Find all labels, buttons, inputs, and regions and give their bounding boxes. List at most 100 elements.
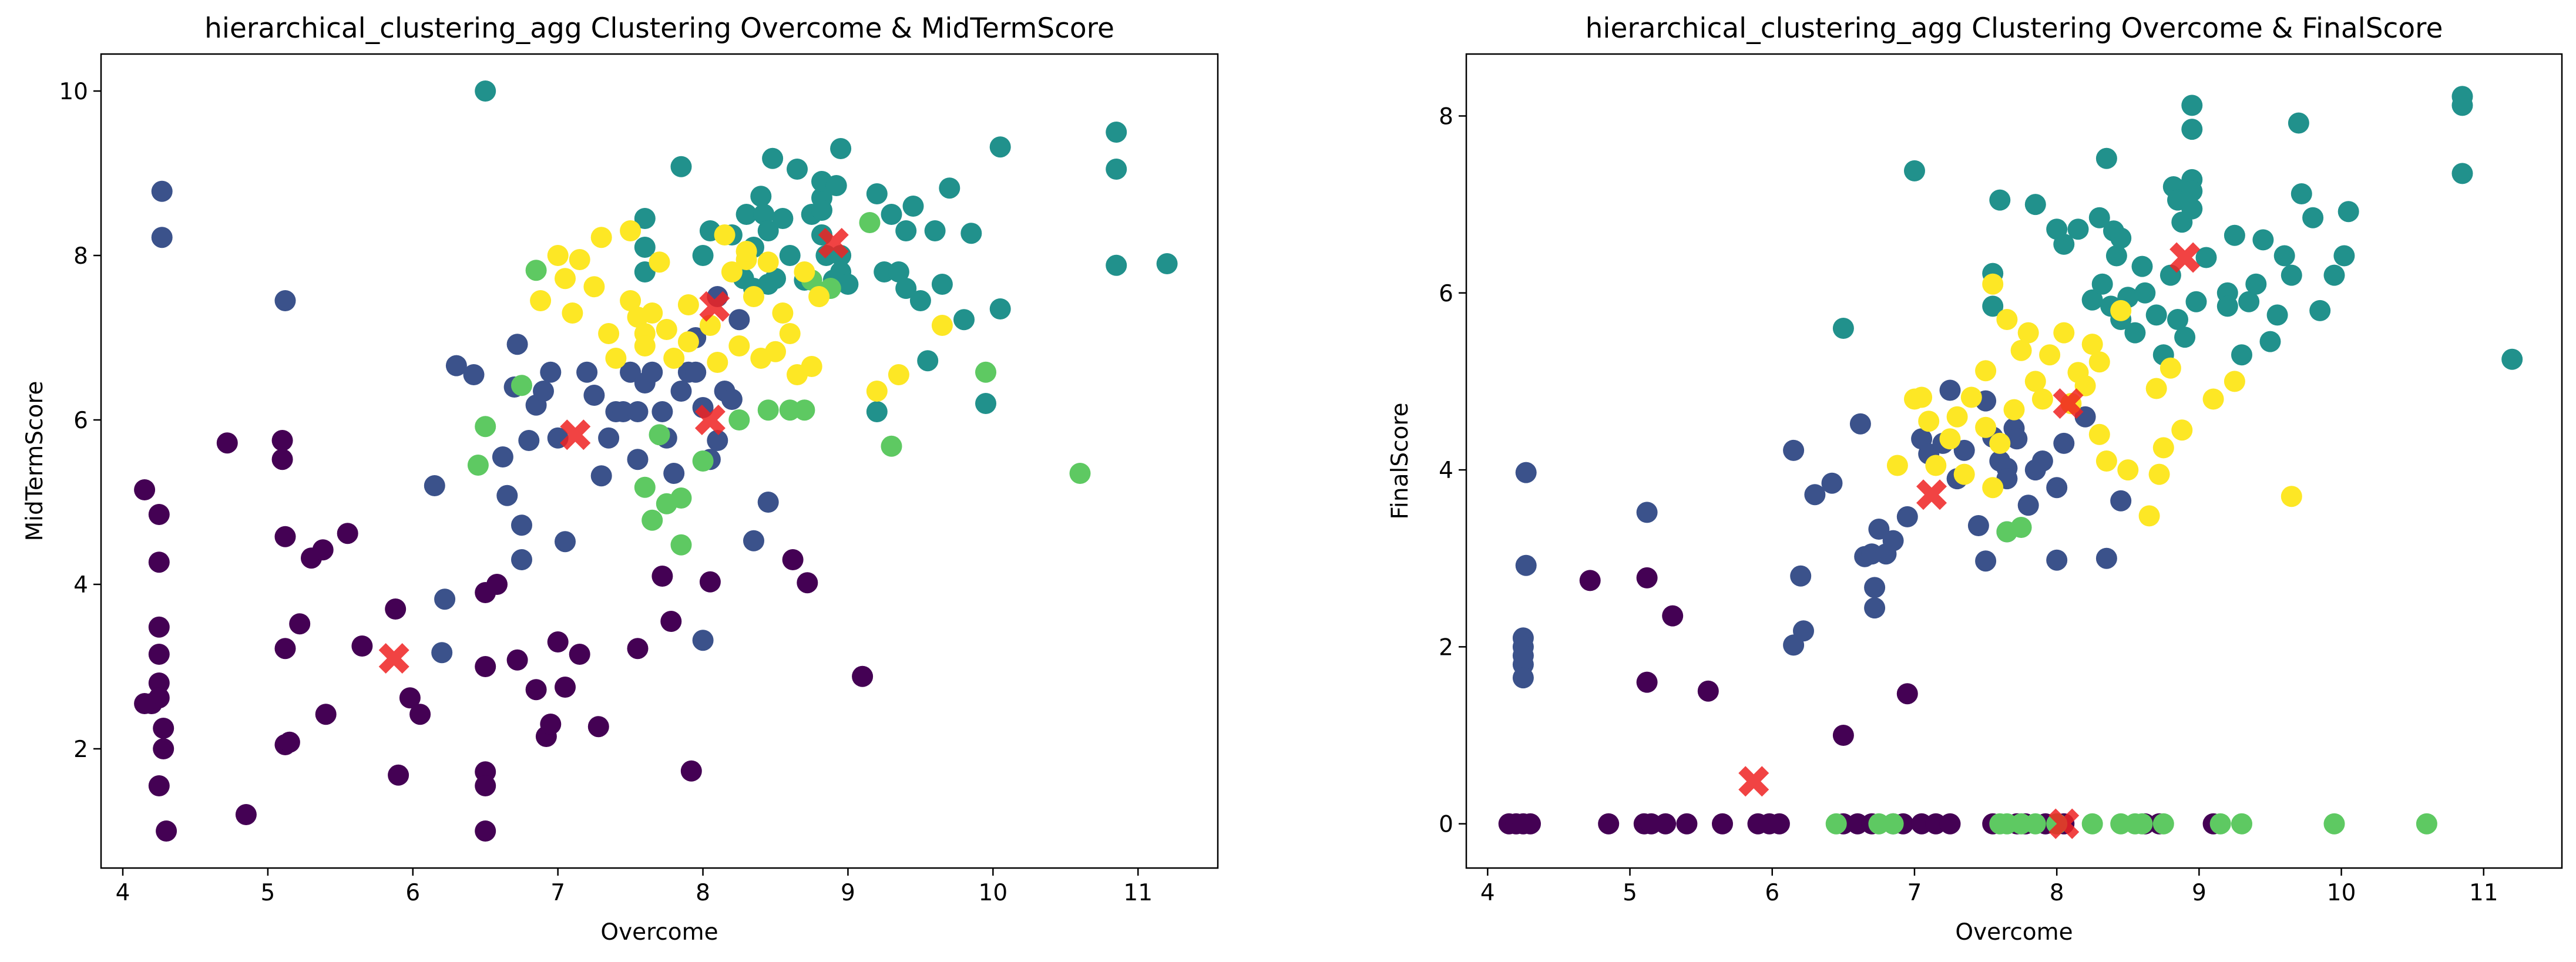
data-point-cluster-1 xyxy=(2095,547,2117,569)
data-point-cluster-4 xyxy=(707,352,728,373)
data-point-cluster-2 xyxy=(787,159,808,180)
data-point-cluster-2 xyxy=(772,208,794,229)
data-point-cluster-0 xyxy=(852,665,874,687)
data-point-cluster-2 xyxy=(2134,282,2156,304)
data-point-cluster-0 xyxy=(235,804,257,825)
data-point-cluster-3 xyxy=(1882,813,1904,835)
centroid-markers xyxy=(378,228,849,674)
data-point-cluster-4 xyxy=(808,286,830,307)
data-point-cluster-2 xyxy=(1106,122,1127,143)
data-point-cluster-1 xyxy=(642,361,663,383)
data-point-cluster-2 xyxy=(2053,233,2075,255)
data-point-cluster-4 xyxy=(620,290,642,311)
data-point-cluster-1 xyxy=(1783,439,1805,461)
data-point-cluster-2 xyxy=(2174,327,2196,348)
data-point-cluster-1 xyxy=(590,465,612,487)
y-tick-label: 4 xyxy=(1439,458,1453,484)
data-point-cluster-2 xyxy=(2131,255,2153,277)
data-point-cluster-2 xyxy=(917,350,939,372)
data-point-cluster-1 xyxy=(1882,530,1904,551)
data-point-cluster-2 xyxy=(881,204,902,225)
data-point-cluster-0 xyxy=(782,549,804,570)
data-point-cluster-4 xyxy=(728,335,750,356)
data-point-cluster-2 xyxy=(2337,201,2359,223)
data-point-cluster-4 xyxy=(2159,357,2181,379)
data-point-cluster-0 xyxy=(475,775,496,796)
data-point-cluster-2 xyxy=(1982,295,2004,317)
data-point-cluster-1 xyxy=(274,290,296,311)
data-point-cluster-1 xyxy=(2046,477,2068,499)
data-point-cluster-4 xyxy=(2145,378,2167,399)
data-point-cluster-4 xyxy=(1989,432,2011,454)
data-point-cluster-2 xyxy=(2238,291,2260,312)
data-point-cluster-4 xyxy=(2031,388,2053,410)
x-tick-label: 8 xyxy=(696,880,710,906)
data-point-cluster-2 xyxy=(2067,218,2089,240)
data-point-cluster-2 xyxy=(475,80,496,102)
data-point-cluster-4 xyxy=(547,245,569,266)
data-point-cluster-0 xyxy=(1768,813,1790,835)
data-point-cluster-0 xyxy=(271,430,293,451)
data-point-cluster-1 xyxy=(612,401,634,422)
data-point-cluster-2 xyxy=(2088,207,2110,228)
data-point-cluster-2 xyxy=(874,261,895,282)
centroid-marker xyxy=(2053,388,2084,419)
data-point-cluster-4 xyxy=(2088,423,2110,445)
y-tick-label: 6 xyxy=(73,408,88,434)
data-point-cluster-4 xyxy=(2003,399,2025,421)
data-point-cluster-0 xyxy=(148,616,170,638)
data-point-cluster-3 xyxy=(2081,813,2103,835)
y-tick-label: 8 xyxy=(73,243,88,270)
data-point-cluster-0 xyxy=(797,572,818,594)
data-point-cluster-2 xyxy=(2259,331,2281,352)
data-point-cluster-1 xyxy=(1967,515,1989,536)
data-point-cluster-4 xyxy=(2281,486,2302,507)
data-point-cluster-4 xyxy=(1982,477,2004,499)
data-point-cluster-1 xyxy=(511,549,532,570)
data-point-cluster-0 xyxy=(278,731,300,753)
data-point-cluster-2 xyxy=(1989,189,2011,211)
data-point-cluster-0 xyxy=(569,644,590,665)
data-point-cluster-0 xyxy=(1662,605,1684,627)
data-point-cluster-0 xyxy=(148,551,170,573)
data-point-cluster-1 xyxy=(2006,428,2028,450)
data-point-cluster-0 xyxy=(1832,725,1854,746)
centroid-marker xyxy=(1916,479,1947,510)
data-point-cluster-4 xyxy=(590,227,612,248)
data-point-cluster-2 xyxy=(953,309,975,331)
data-point-cluster-4 xyxy=(2088,351,2110,373)
centroid-marker xyxy=(818,228,849,258)
data-point-cluster-1 xyxy=(492,446,513,467)
y-tick-label: 2 xyxy=(73,736,88,763)
data-point-cluster-1 xyxy=(431,642,453,664)
data-point-cluster-4 xyxy=(2039,344,2061,366)
data-point-cluster-0 xyxy=(148,775,170,796)
data-point-cluster-4 xyxy=(794,261,815,282)
data-point-cluster-4 xyxy=(2224,371,2245,392)
data-point-cluster-2 xyxy=(2195,247,2217,268)
x-tick-label: 7 xyxy=(550,880,565,906)
x-tick-label: 6 xyxy=(1765,880,1779,906)
centroid-marker xyxy=(699,291,730,322)
data-point-cluster-0 xyxy=(680,760,702,782)
data-point-cluster-2 xyxy=(2216,295,2238,317)
data-point-cluster-4 xyxy=(2117,459,2139,481)
data-point-cluster-2 xyxy=(1832,318,1854,339)
data-point-cluster-0 xyxy=(587,716,609,738)
x-axis-ticks: 4 5 6 7 8 9 10 11 xyxy=(116,868,1153,906)
data-point-cluster-3 xyxy=(670,534,692,556)
data-point-cluster-3 xyxy=(525,260,547,281)
data-points xyxy=(1498,86,2523,835)
data-point-cluster-4 xyxy=(743,286,764,307)
right-x-axis-label: Overcome xyxy=(1955,919,2073,946)
data-point-cluster-4 xyxy=(2110,300,2132,321)
data-point-cluster-4 xyxy=(888,364,909,385)
data-point-cluster-4 xyxy=(735,241,757,262)
data-point-cluster-3 xyxy=(881,435,902,457)
data-point-cluster-1 xyxy=(1849,413,1871,435)
data-point-cluster-0 xyxy=(148,504,170,525)
data-point-cluster-2 xyxy=(2181,198,2203,220)
data-point-cluster-2 xyxy=(2185,291,2207,312)
y-tick-label: 6 xyxy=(1439,281,1453,307)
data-point-cluster-3 xyxy=(2131,813,2153,835)
